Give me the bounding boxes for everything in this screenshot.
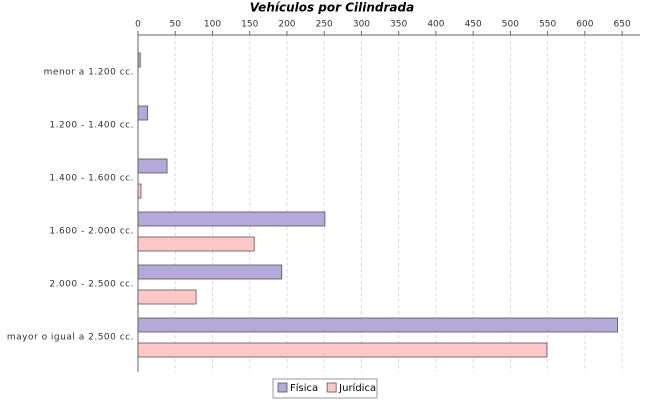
bar xyxy=(137,105,149,121)
bar xyxy=(137,183,142,199)
chart-title: Vehículos por Cilindrada xyxy=(250,1,414,15)
x-tick-label: 500 xyxy=(502,20,519,30)
bar xyxy=(137,264,283,280)
y-tick-label: mayor o igual a 2.500 cc. xyxy=(7,333,134,343)
bar xyxy=(137,211,326,227)
y-tick-label: 1.600 - 2.000 cc. xyxy=(49,227,134,237)
legend-swatch xyxy=(326,382,337,393)
x-tick-label: 150 xyxy=(241,20,258,30)
bar xyxy=(137,317,619,333)
x-tick-label: 600 xyxy=(576,20,593,30)
x-tick-label: 650 xyxy=(614,20,631,30)
x-tick-label: 250 xyxy=(316,20,333,30)
x-tick-label: 100 xyxy=(204,20,221,30)
bar xyxy=(137,158,168,174)
bar xyxy=(137,342,548,358)
legend-box xyxy=(272,378,378,399)
y-tick-label: 1.400 - 1.600 cc. xyxy=(49,174,134,184)
x-tick-label: 0 xyxy=(135,20,141,30)
x-tick-label: 350 xyxy=(390,20,407,30)
x-tick-label: 400 xyxy=(427,20,444,30)
legend-label: Física xyxy=(290,382,318,394)
x-tick-label: 50 xyxy=(170,20,182,30)
bar xyxy=(137,52,141,68)
y-tick-label: menor a 1.200 cc. xyxy=(44,68,134,78)
x-tick-label: 550 xyxy=(539,20,556,30)
bar xyxy=(137,236,255,252)
y-tick-label: 1.200 - 1.400 cc. xyxy=(49,121,134,131)
y-tick-label: 2.000 - 2.500 cc. xyxy=(49,280,134,290)
x-tick-label: 200 xyxy=(278,20,295,30)
bar xyxy=(137,289,197,305)
legend-label: Jurídica xyxy=(338,382,376,394)
x-tick-label: 300 xyxy=(353,20,370,30)
x-tick-label: 450 xyxy=(465,20,482,30)
legend-swatch xyxy=(277,382,288,393)
